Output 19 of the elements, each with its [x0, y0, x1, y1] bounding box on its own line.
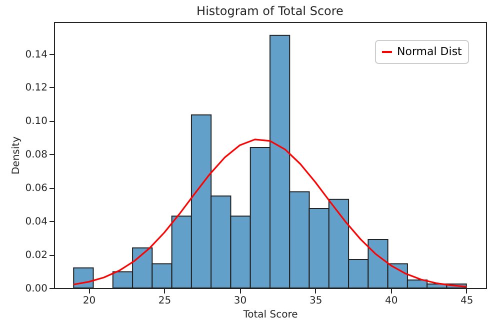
x-axis-title: Total Score	[242, 310, 298, 320]
x-tick-label: 40	[384, 296, 398, 306]
chart-title: Histogram of Total Score	[196, 4, 344, 18]
x-tick-label: 20	[82, 296, 96, 306]
x-tick-label: 35	[309, 296, 322, 306]
y-tick-label: 0.08	[25, 150, 48, 161]
y-tick-label: 0.10	[25, 116, 48, 128]
y-tick-label: 0.04	[25, 216, 48, 228]
x-tick-label: 45	[460, 296, 474, 306]
y-tick-label: 0.06	[25, 183, 48, 194]
y-tick-label: 0.12	[25, 82, 48, 94]
x-tick-label: 30	[234, 296, 247, 306]
y-tick-label: 0.02	[25, 250, 48, 262]
legend-label: Normal Dist	[397, 45, 463, 58]
line-series	[72, 138, 468, 288]
y-tick-label: 0.14	[25, 49, 48, 60]
y-tick-label: 0.00	[25, 284, 48, 294]
y-axis-title: Density	[11, 136, 22, 175]
x-tick-label: 25	[158, 296, 172, 306]
